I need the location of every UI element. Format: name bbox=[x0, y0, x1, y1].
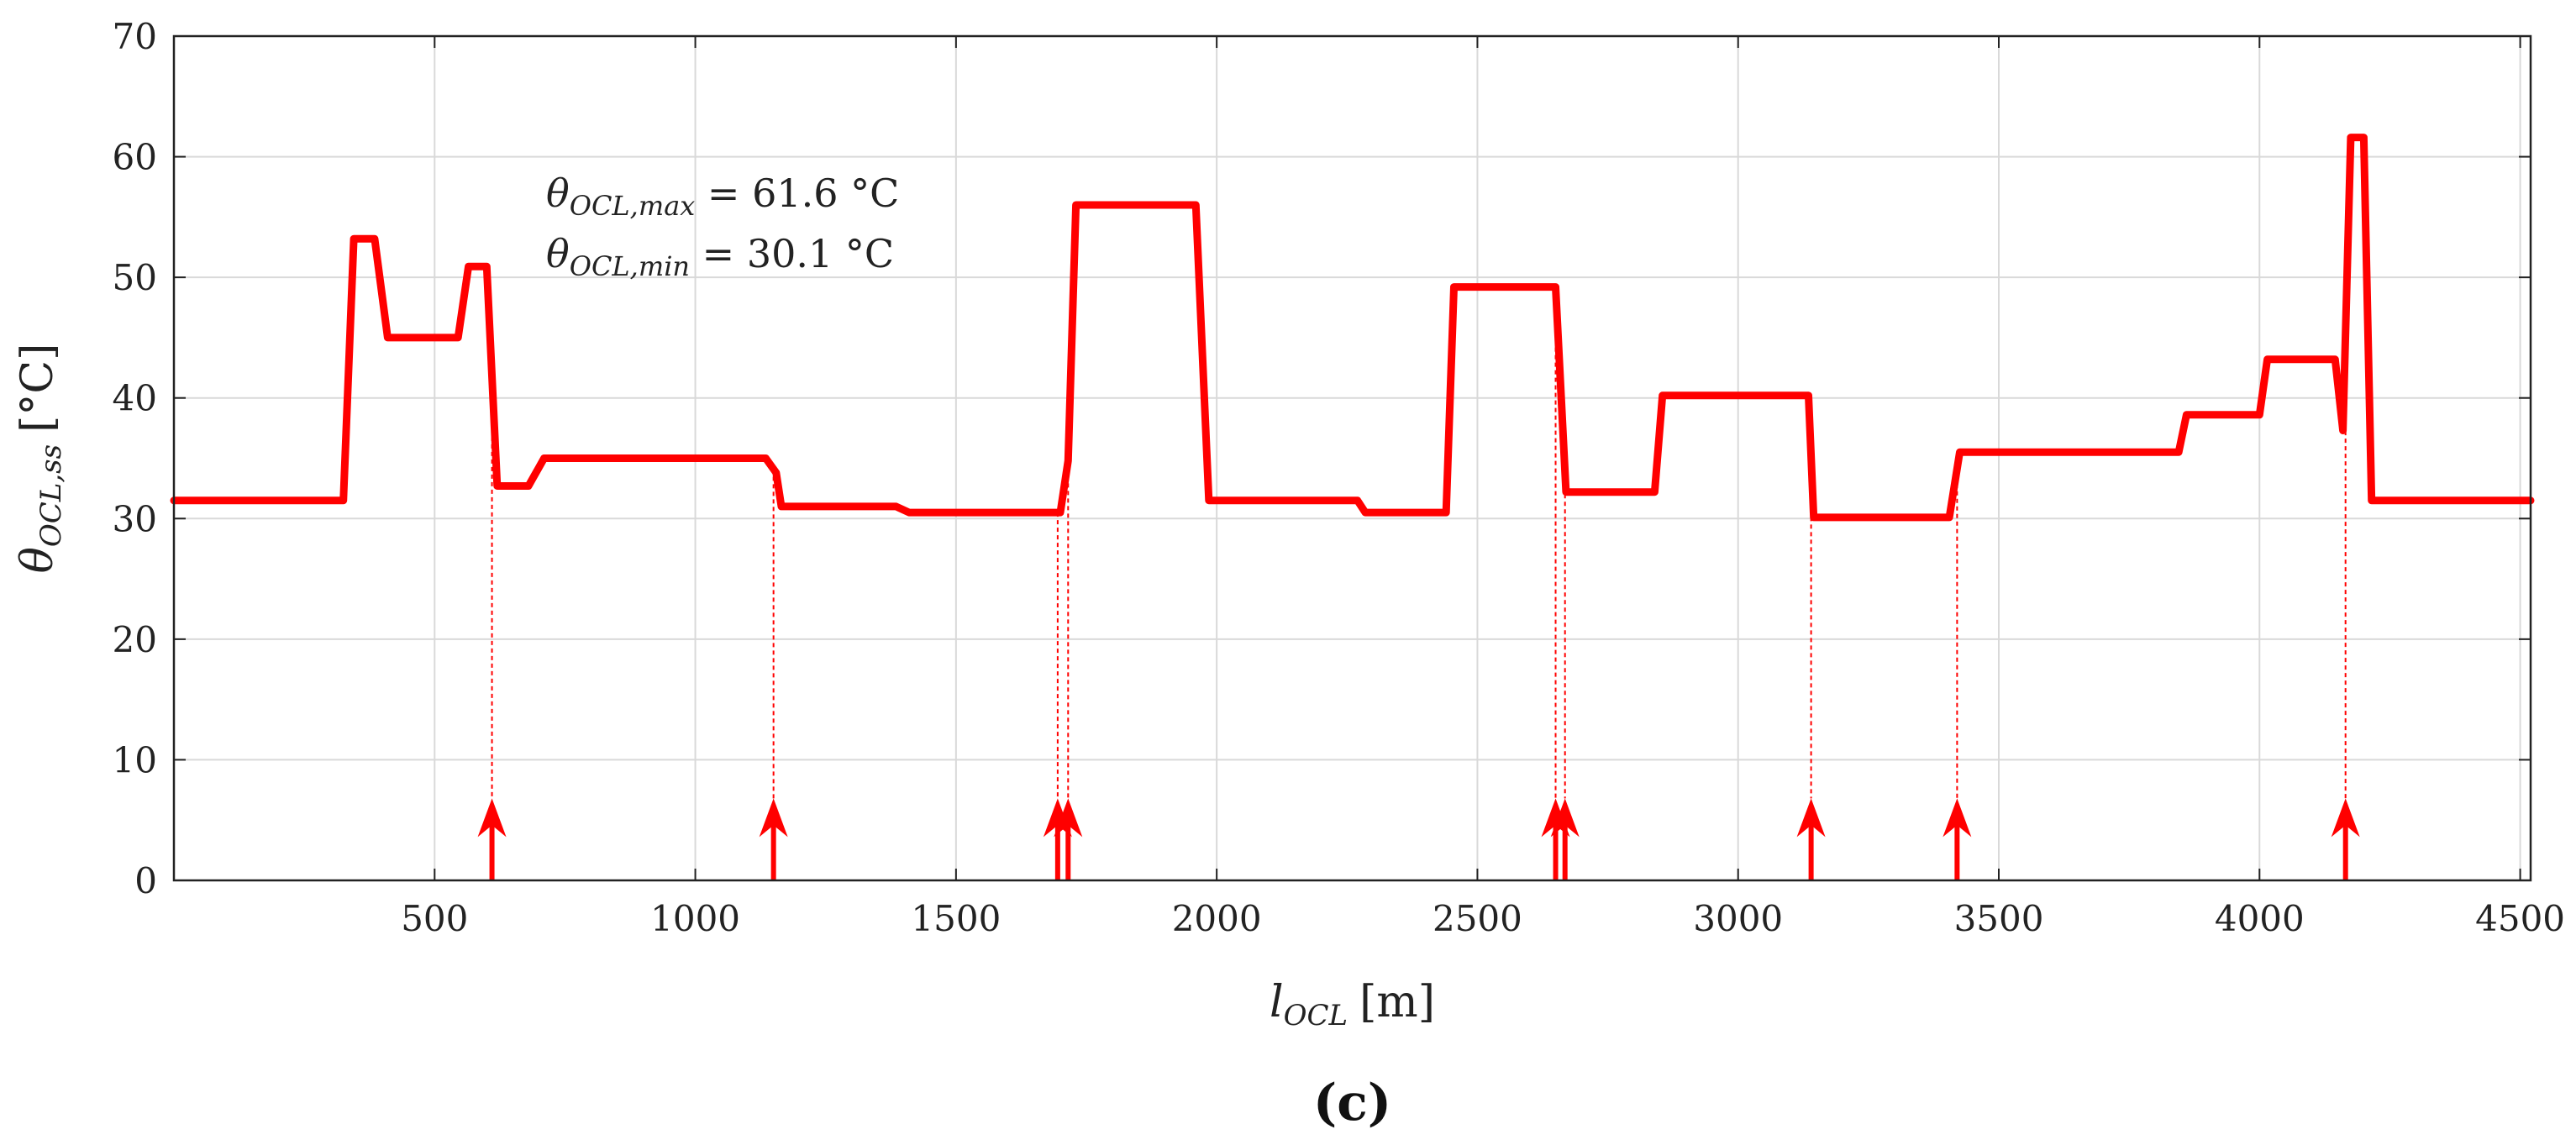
arrow-marker bbox=[477, 798, 507, 880]
x-tick-label: 3500 bbox=[1954, 898, 2044, 939]
x-tick-label: 4000 bbox=[2215, 898, 2305, 939]
y-tick-label: 60 bbox=[113, 137, 157, 178]
series-line bbox=[170, 134, 2535, 522]
arrow-head bbox=[1550, 798, 1580, 838]
arrow-marker bbox=[1550, 798, 1580, 880]
drop-lines bbox=[491, 286, 2347, 799]
arrow-head bbox=[759, 798, 788, 838]
annotation-min: θOCL,min = 30.1 °C bbox=[546, 231, 894, 282]
arrow-marker bbox=[1943, 798, 1972, 880]
arrow-marker bbox=[759, 798, 788, 880]
y-tick-label: 50 bbox=[113, 257, 157, 298]
x-tick-label: 500 bbox=[401, 898, 468, 939]
x-tick-label: 1000 bbox=[650, 898, 740, 939]
x-tick-label: 2500 bbox=[1433, 898, 1522, 939]
y-tick-label: 70 bbox=[113, 16, 157, 57]
y-tick-label: 10 bbox=[113, 739, 157, 780]
x-tick-label: 2000 bbox=[1172, 898, 1262, 939]
grid bbox=[174, 36, 2531, 880]
series-layer bbox=[170, 134, 2535, 522]
x-axis-label: lOCL [m] bbox=[1270, 977, 1435, 1032]
x-ticks: 500 1000 1500 2000 2500 3000 3500 4000 4500 bbox=[401, 36, 2565, 939]
y-tick-label: 40 bbox=[113, 378, 157, 419]
y-tick-label: 30 bbox=[113, 498, 157, 539]
y-tick-label: 0 bbox=[134, 860, 157, 901]
arrow-marker bbox=[1796, 798, 1826, 880]
arrow-markers bbox=[477, 798, 2360, 880]
arrow-head bbox=[1796, 798, 1826, 838]
figure-caption: (c) bbox=[1313, 1074, 1391, 1132]
plot-frame bbox=[172, 34, 2532, 882]
arrow-head bbox=[1943, 798, 1972, 838]
y-axis-label: θOCL,ss[°C] bbox=[13, 344, 68, 574]
x-tick-label: 1500 bbox=[911, 898, 1001, 939]
annotation-max: θOCL,max = 61.6 °C bbox=[546, 171, 899, 222]
y-tick-label: 20 bbox=[113, 619, 157, 660]
arrow-head bbox=[2331, 798, 2360, 838]
arrow-head bbox=[1054, 798, 1083, 838]
x-tick-label: 3000 bbox=[1693, 898, 1783, 939]
arrow-head bbox=[477, 798, 507, 838]
x-tick-label: 4500 bbox=[2475, 898, 2565, 939]
arrow-marker bbox=[1054, 798, 1083, 880]
arrow-marker bbox=[2331, 798, 2360, 880]
y-ticks: 0 10 20 30 40 50 60 70 bbox=[113, 16, 2531, 901]
